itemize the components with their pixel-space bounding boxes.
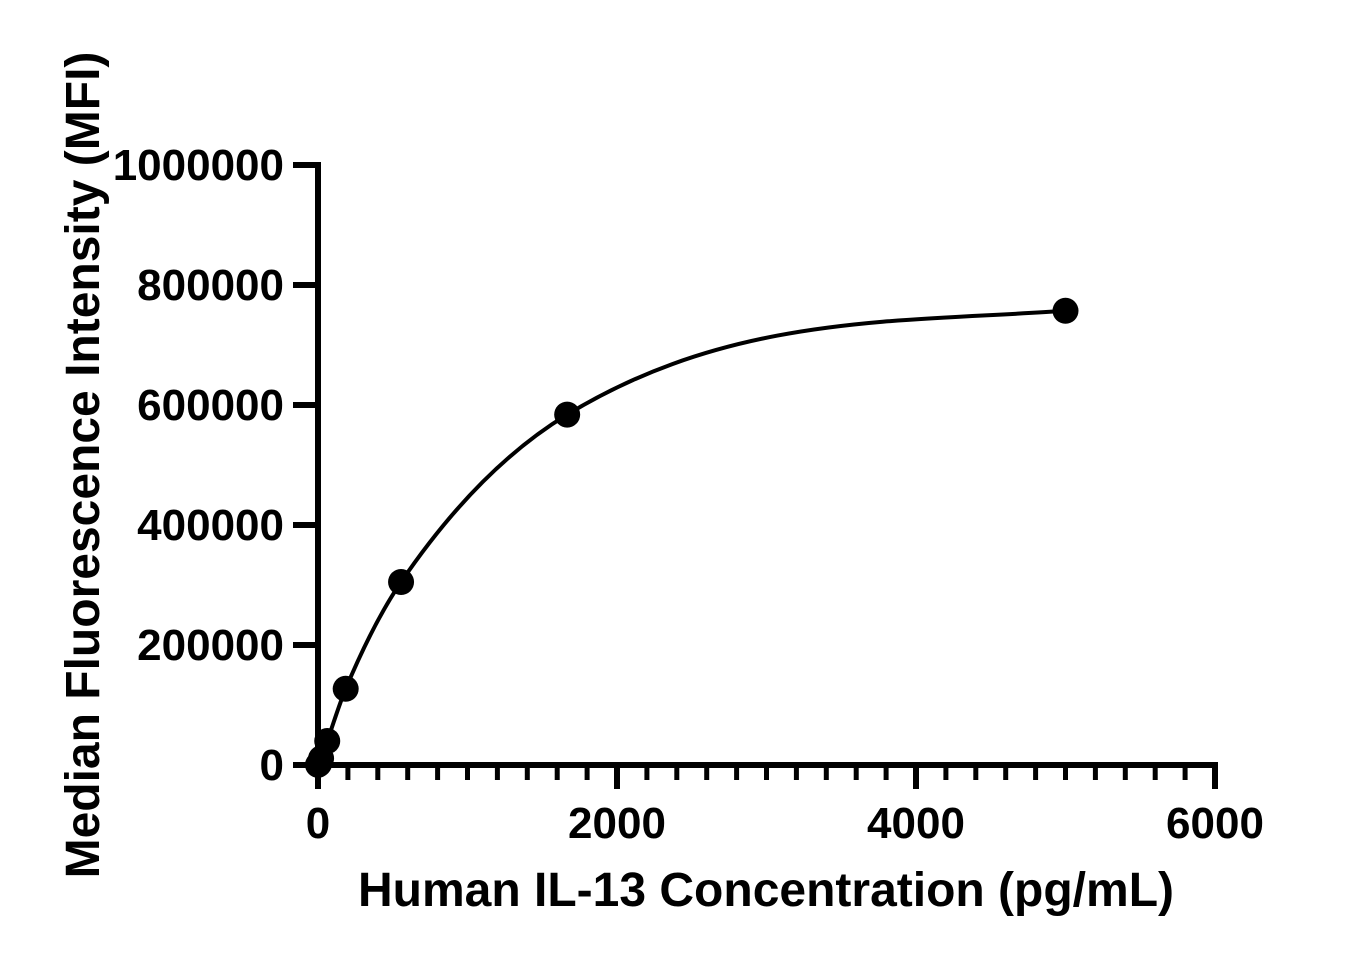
data-point — [1052, 297, 1079, 324]
data-point — [314, 728, 341, 754]
data-point — [388, 569, 415, 595]
y-axis-title: Median Fluorescence Intensity (MFI) — [57, 51, 110, 879]
x-tick-label: 0 — [306, 799, 330, 848]
x-tick-label: 6000 — [1166, 799, 1264, 848]
y-tick-label: 200000 — [137, 621, 284, 670]
x-axis-title: Human IL-13 Concentration (pg/mL) — [358, 864, 1174, 917]
data-point — [332, 675, 359, 702]
data-point — [554, 401, 581, 428]
y-tick-label: 1000000 — [113, 141, 284, 190]
y-tick-label: 800000 — [137, 261, 284, 310]
y-tick-label: 400000 — [137, 501, 284, 550]
y-tick-label: 0 — [260, 741, 284, 790]
fit-curve — [316, 308, 1066, 767]
x-tick-label: 2000 — [568, 799, 666, 848]
y-tick-label: 600000 — [137, 381, 284, 430]
x-tick-label: 4000 — [867, 799, 965, 848]
